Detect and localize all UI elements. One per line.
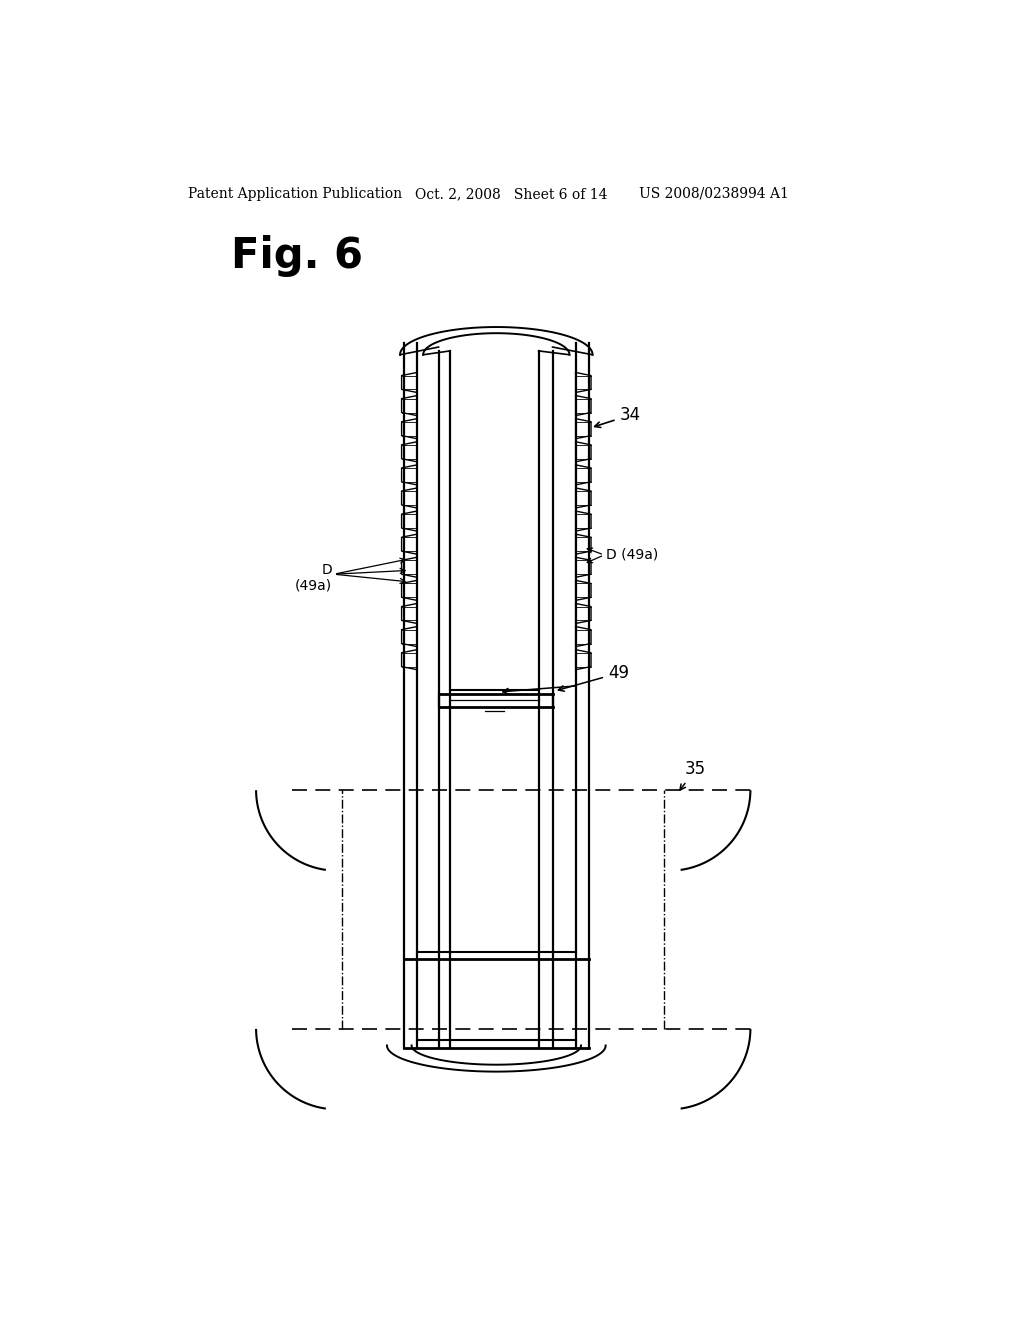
Text: Oct. 2, 2008   Sheet 6 of 14: Oct. 2, 2008 Sheet 6 of 14 [416,187,608,201]
Text: D: D [322,564,333,577]
Text: (49a): (49a) [295,578,333,593]
Text: D (49a): D (49a) [605,548,657,562]
Text: 35: 35 [680,760,707,791]
Text: US 2008/0238994 A1: US 2008/0238994 A1 [639,187,788,201]
Text: Fig. 6: Fig. 6 [230,235,362,277]
Text: Patent Application Publication: Patent Application Publication [188,187,402,201]
Text: 34: 34 [595,407,641,428]
Text: 49: 49 [558,664,629,692]
